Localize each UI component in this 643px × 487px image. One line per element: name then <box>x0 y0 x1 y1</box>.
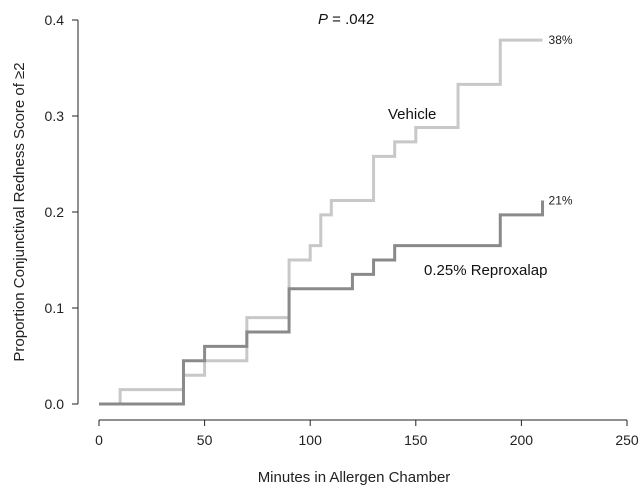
series-label-vehicle: Vehicle <box>388 106 436 123</box>
p-value-text: = .042 <box>328 11 374 28</box>
x-tick-label: 50 <box>197 432 213 448</box>
series-line-vehicle <box>99 38 543 406</box>
x-tick-label: 100 <box>299 432 323 448</box>
end-label-vehicle: 38% <box>549 33 573 47</box>
x-tick-label: 200 <box>510 432 534 448</box>
x-axis: 0 50 100 150 200 250 <box>95 419 639 448</box>
y-tick-label: 0.0 <box>45 396 65 412</box>
y-tick-label: 0.1 <box>45 300 65 316</box>
end-label-reproxalap: 21% <box>549 193 573 207</box>
series-line-reproxalap <box>99 200 545 406</box>
y-tick-label: 0.2 <box>45 204 65 220</box>
y-axis: 0.0 0.1 0.2 0.3 0.4 <box>45 12 79 412</box>
series-layer: 38% 21% <box>99 33 573 406</box>
p-value-annotation: P = .042 <box>318 11 374 28</box>
y-tick-label: 0.3 <box>45 108 65 124</box>
series-label-reproxalap: 0.25% Reproxalap <box>424 262 547 279</box>
x-axis-label: Minutes in Allergen Chamber <box>258 469 451 486</box>
x-tick-label: 0 <box>95 432 103 448</box>
p-symbol: P <box>318 11 328 28</box>
y-tick-label: 0.4 <box>45 12 65 28</box>
x-tick-label: 250 <box>615 432 639 448</box>
x-tick-label: 150 <box>404 432 428 448</box>
y-axis-label: Proportion Conjunctival Redness Score of… <box>11 62 28 361</box>
